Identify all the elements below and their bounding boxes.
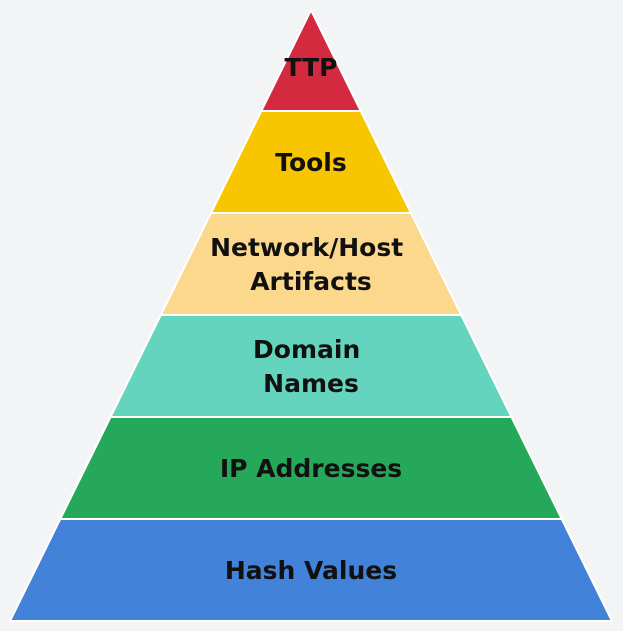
tier-domain-names-label-line-2: Names [263,369,359,398]
tier-ttp: TTP [260,9,362,112]
tier-network-host-artifacts-label: Network/Host Artifacts [210,233,412,296]
tier-domain-names-band [109,314,513,418]
tier-network-host-artifacts-band [159,212,463,316]
tier-tools-label: Tools [275,148,347,177]
tier-tools: Tools [209,110,413,214]
tier-ip-addresses-label-line: IP Addresses [220,454,402,483]
tier-domain-names-label-line-1: Domain [253,335,360,364]
tier-ttp-label: TTP [284,53,337,82]
tier-network-host-artifacts-label-line-2: Artifacts [250,267,372,296]
tier-ip-addresses: IP Addresses [59,416,563,520]
tier-hash-values-band [9,518,613,622]
tier-hash-values-label-line: Hash Values [225,556,397,585]
tier-domain-names-label: Domain Names [253,335,369,398]
tier-domain-names: Domain Names [109,314,513,418]
tier-network-host-artifacts-label-line-1: Network/Host [210,233,403,262]
tier-ttp-label-line: TTP [284,53,337,82]
tier-tools-label-line: Tools [275,148,347,177]
tier-network-host-artifacts: Network/Host Artifacts [159,212,463,316]
tier-hash-values-label: Hash Values [225,556,397,585]
tier-ip-addresses-label: IP Addresses [220,454,402,483]
tier-hash-values: Hash Values [9,518,613,622]
